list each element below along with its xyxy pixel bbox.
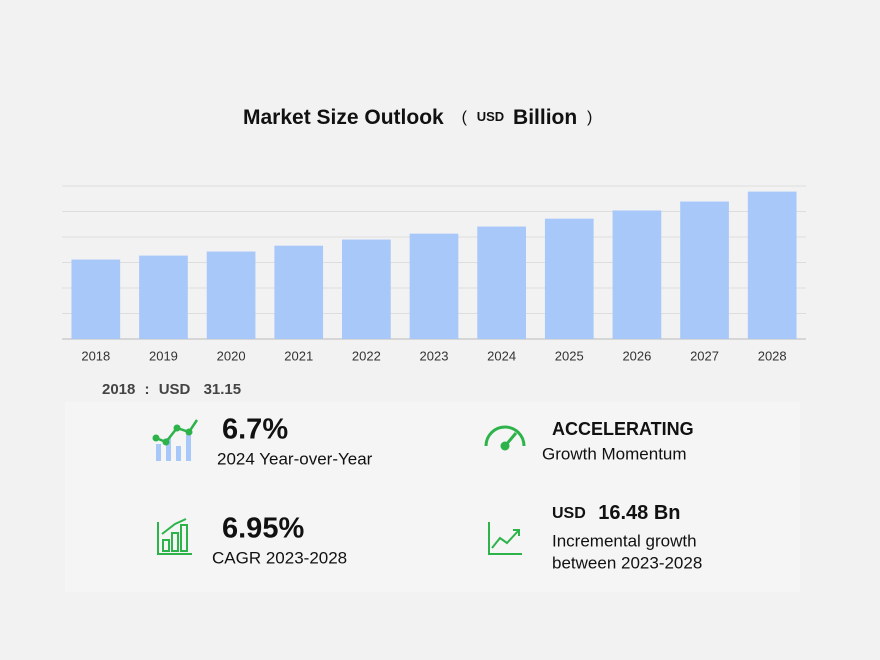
highlight-currency: USD [159,381,191,398]
x-tick-label: 2018 [81,348,110,363]
x-tick-label: 2024 [487,348,516,363]
stat-label: CAGR 2023-2028 [212,548,347,567]
icon-increment [488,522,522,555]
stat-value: 6.7% [222,414,288,446]
x-tick-label: 2019 [149,348,178,363]
highlight: 2018 : USD 31.15 [102,381,241,398]
bar [342,239,391,339]
x-tick-label: 2022 [352,348,381,363]
title-text: Market Size Outlook [243,106,444,129]
chart-title: Market Size Outlook ( USD Billion ) [243,106,592,129]
bar [139,255,188,339]
title-paren: ( [462,109,468,126]
title-unit: Billion [513,106,577,129]
highlight-year: 2018 [102,381,135,398]
x-tick-label: 2028 [758,348,787,363]
x-tick-label: 2020 [217,348,246,363]
bar [71,259,121,339]
stat-value: 6.95% [222,513,304,545]
icon-momentum [484,425,526,451]
stat-amount: 16.48 Bn [598,502,680,524]
stat-label: 2024 Year-over-Year [217,449,373,468]
stat-label: Growth Momentum [542,444,687,463]
bar [206,251,256,339]
x-tick-label: 2026 [622,348,651,363]
highlight-sep: : [145,381,150,398]
x-tick-label: 2027 [690,348,719,363]
stat-value: ACCELERATING [552,419,694,439]
title-currency: USD [477,109,504,124]
x-tick-label: 2023 [420,348,449,363]
icon-cagr [157,518,192,555]
bar [544,218,594,339]
bar [409,233,459,339]
bar [612,210,662,339]
bar [680,201,729,339]
icon-yoy [152,419,199,461]
highlight-value: 31.15 [204,381,242,398]
title-paren: ) [587,109,592,126]
stat-label: Incremental growth [552,531,697,550]
stat-value: USD 16.48 Bn [552,502,681,524]
x-tick-label: 2021 [284,348,313,363]
bar [747,191,797,339]
stat-currency: USD [552,505,586,522]
x-tick-label: 2025 [555,348,584,363]
bar [274,245,324,339]
stat-label: between 2023-2028 [552,553,702,572]
bar [477,226,526,339]
